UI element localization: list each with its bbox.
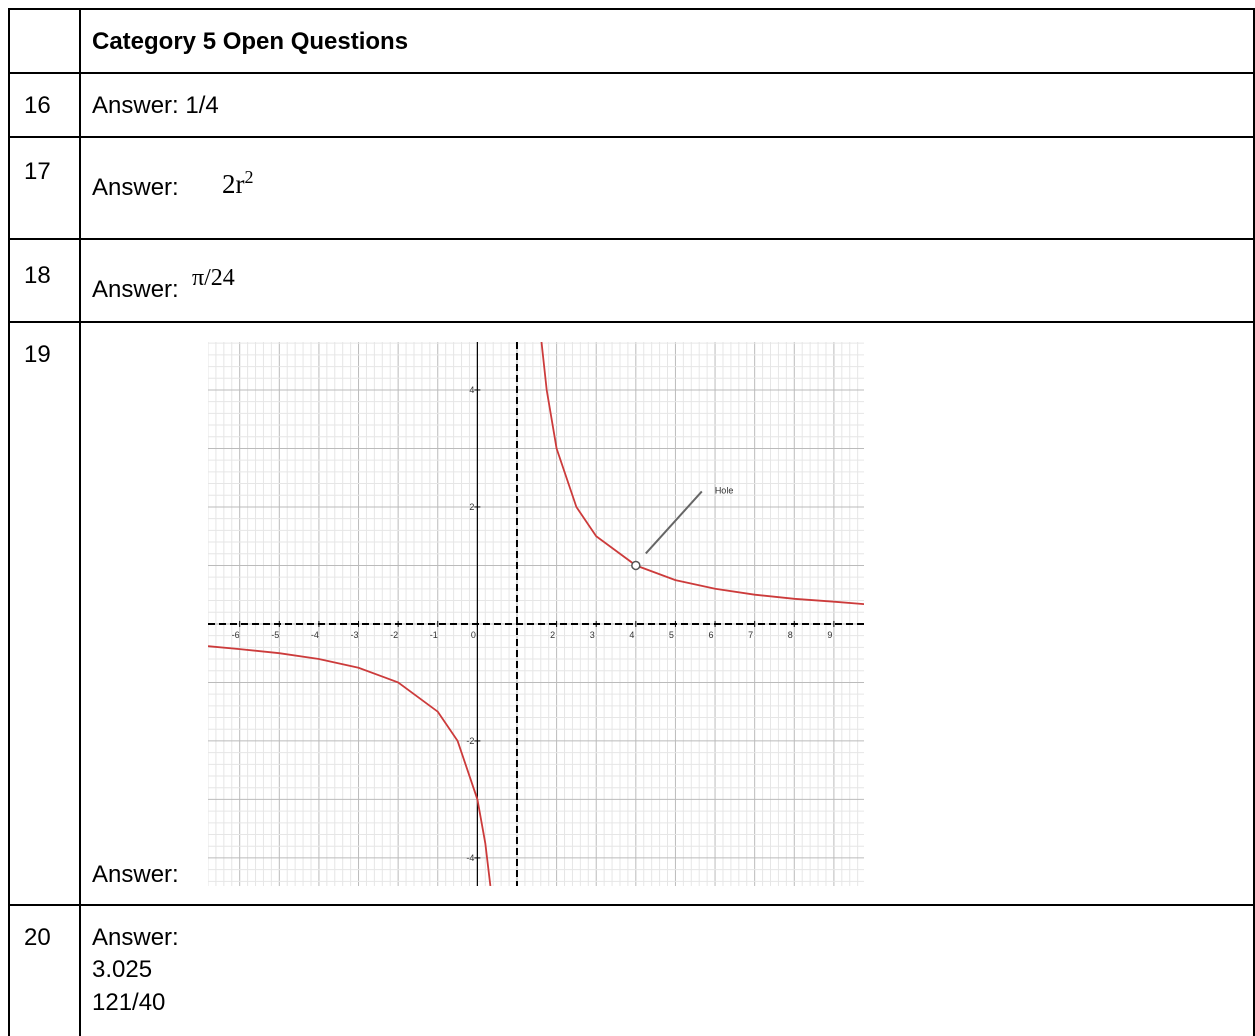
border [8, 136, 1255, 138]
x-tick-label: -4 [311, 630, 319, 640]
border [8, 321, 1255, 323]
x-tick-label: 5 [669, 630, 674, 640]
x-tick-label: 3 [590, 630, 595, 640]
math: 2r2 [222, 168, 254, 198]
row-number: 18 [24, 262, 51, 289]
border [8, 904, 1255, 906]
x-tick-label: -2 [390, 630, 398, 640]
x-tick-label: 7 [748, 630, 753, 640]
x-tick-label: 9 [827, 630, 832, 640]
math-base: 2r [222, 169, 245, 199]
border [8, 72, 1255, 74]
y-tick-label: 2 [469, 502, 474, 512]
answer: Answer: [92, 924, 179, 951]
row-number: 20 [24, 924, 51, 951]
x-tick-label: 0 [471, 630, 476, 640]
graph: -6 -5 -4 -3 -2 -1 0 2 3 4 5 6 7 8 9 4 2 -2 -4 Hole [208, 342, 864, 886]
x-tick-label: -6 [232, 630, 240, 640]
answer: 121/40 [92, 989, 166, 1016]
y-tick-label: -4 [466, 853, 474, 863]
border [79, 8, 81, 1036]
curve [208, 342, 864, 886]
annotation-leader [645, 490, 703, 555]
answer: Answer: 1/4 [92, 92, 219, 119]
hole [631, 560, 641, 571]
x-tick-label: -1 [430, 630, 438, 640]
answer: 3.025 [92, 956, 153, 983]
row-number: 16 [24, 92, 51, 119]
math-sup: 2 [244, 167, 254, 187]
border [1253, 8, 1255, 1036]
x-tick-label: 6 [709, 630, 714, 640]
answer-label: Answer: [92, 276, 179, 303]
x-tick-label: 8 [788, 630, 793, 640]
answer-label: Answer: [92, 861, 179, 888]
row-number: 19 [24, 341, 51, 368]
x-tick-label: -5 [271, 630, 279, 640]
row-number: 17 [24, 158, 51, 185]
answer-label: Answer: [92, 174, 179, 201]
border [8, 8, 10, 1036]
border [8, 8, 1255, 10]
x-tick-label: -3 [351, 630, 359, 640]
y-tick-label: -2 [466, 736, 474, 746]
math: π/24 [192, 265, 235, 291]
x-tick-label: 4 [629, 630, 634, 640]
border [8, 238, 1255, 240]
header: Category 5 Open Questions [92, 28, 409, 55]
y-tick-label: 4 [469, 385, 474, 395]
annotation: Hole [715, 485, 734, 495]
x-tick-label: 2 [550, 630, 555, 640]
